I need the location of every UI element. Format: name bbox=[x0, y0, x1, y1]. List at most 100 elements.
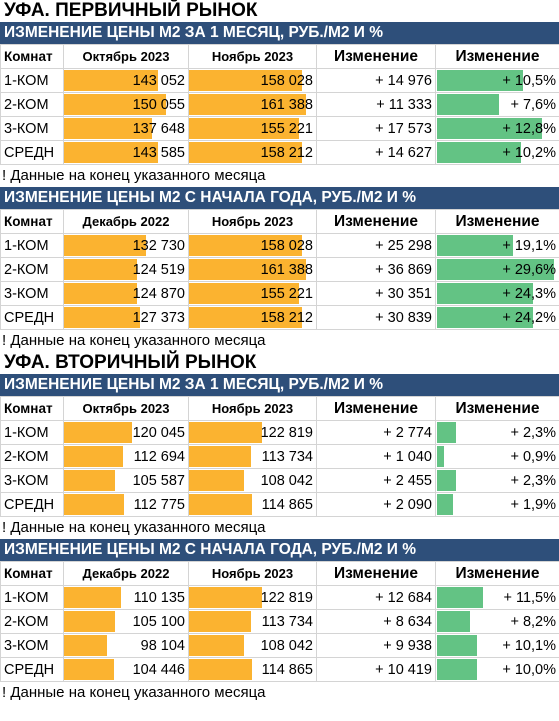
table-header-row: Комнат Октябрь 2023 Ноябрь 2023 Изменени… bbox=[0, 396, 559, 421]
price-period-a-cell: 132 730 bbox=[63, 233, 189, 258]
price-data-bar bbox=[189, 494, 253, 515]
room-type-cell: 1-КОМ bbox=[0, 233, 64, 258]
price-period-b-cell: 113 734 bbox=[188, 444, 317, 469]
table-row: 3-КОМ 137 648 155 221 + 17 573 + 12,8% bbox=[0, 116, 559, 141]
column-header-change-abs: Изменение bbox=[316, 561, 436, 586]
table-row: 2-КОМ 112 694 113 734 + 1 040 + 0,9% bbox=[0, 444, 559, 469]
room-type-cell: 2-КОМ bbox=[0, 257, 64, 282]
table-row: 1-КОМ 110 135 122 819 + 12 684 + 11,5% bbox=[0, 585, 559, 610]
price-value: 158 212 bbox=[260, 309, 313, 326]
change-pct-cell: + 2,3% bbox=[435, 468, 559, 493]
table-header-row: Комнат Декабрь 2022 Ноябрь 2023 Изменени… bbox=[0, 561, 559, 586]
table-row: 3-КОМ 124 870 155 221 + 30 351 + 24,3% bbox=[0, 281, 559, 306]
room-type-cell: 2-КОМ bbox=[0, 92, 64, 117]
section-secondary-monthly: ИЗМЕНЕНИЕ ЦЕНЫ М2 ЗА 1 МЕСЯЦ, РУБ./М2 И … bbox=[0, 374, 559, 539]
price-value: 104 446 bbox=[132, 661, 185, 678]
price-data-bar bbox=[189, 259, 307, 280]
change-data-bar bbox=[437, 94, 500, 115]
column-header-period-b: Ноябрь 2023 bbox=[188, 209, 317, 234]
column-header-change-pct: Изменение bbox=[435, 561, 559, 586]
price-value: 122 819 bbox=[260, 589, 313, 606]
column-header-period-b: Ноябрь 2023 bbox=[188, 561, 317, 586]
change-pct-cell: + 10,0% bbox=[435, 657, 559, 682]
price-period-a-cell: 124 870 bbox=[63, 281, 189, 306]
price-data-bar bbox=[64, 283, 138, 304]
room-type-cell: 2-КОМ bbox=[0, 609, 64, 634]
change-pct-cell: + 29,6% bbox=[435, 257, 559, 282]
price-data-bar bbox=[189, 422, 262, 443]
section-primary-monthly: ИЗМЕНЕНИЕ ЦЕНЫ М2 ЗА 1 МЕСЯЦ, РУБ./М2 И … bbox=[0, 22, 559, 187]
change-pct-value: + 10,0% bbox=[502, 661, 556, 678]
market-title-secondary: УФА. ВТОРИЧНЫЙ РЫНОК bbox=[0, 352, 559, 374]
change-data-bar bbox=[437, 470, 456, 491]
price-data-bar bbox=[189, 587, 262, 608]
room-type-cell: 3-КОМ bbox=[0, 633, 64, 658]
column-header-rooms: Комнат bbox=[0, 209, 64, 234]
change-data-bar bbox=[437, 635, 478, 656]
footnote: ! Данные на конец указанного месяца bbox=[2, 519, 266, 536]
price-period-a-cell: 137 648 bbox=[63, 116, 189, 141]
change-pct-value: + 1,9% bbox=[510, 496, 556, 513]
change-pct-value: + 7,6% bbox=[510, 96, 556, 113]
section-primary-ytd: ИЗМЕНЕНИЕ ЦЕНЫ М2 С НАЧАЛА ГОДА, РУБ./М2… bbox=[0, 187, 559, 352]
price-data-bar bbox=[189, 470, 245, 491]
price-value: 122 819 bbox=[260, 424, 313, 441]
room-type-cell: 1-КОМ bbox=[0, 585, 64, 610]
price-value: 137 648 bbox=[132, 120, 185, 137]
table-row: 2-КОМ 150 055 161 388 + 11 333 + 7,6% bbox=[0, 92, 559, 117]
price-value: 110 135 bbox=[133, 589, 185, 606]
price-value: 114 865 bbox=[261, 661, 313, 678]
price-data-bar bbox=[64, 494, 124, 515]
price-period-a-cell: 143 052 bbox=[63, 68, 189, 93]
price-value: 112 694 bbox=[133, 448, 185, 465]
change-data-bar bbox=[437, 70, 524, 91]
column-header-change-abs: Изменение bbox=[316, 44, 436, 69]
column-header-change-abs: Изменение bbox=[316, 209, 436, 234]
price-value: 124 519 bbox=[132, 261, 185, 278]
change-pct-value: + 10,5% bbox=[502, 72, 556, 89]
room-type-cell: 2-КОМ bbox=[0, 444, 64, 469]
table-row: СРЕДН 104 446 114 865 + 10 419 + 10,0% bbox=[0, 657, 559, 682]
change-pct-value: + 11,5% bbox=[503, 589, 556, 606]
price-value: 158 028 bbox=[260, 237, 313, 254]
change-pct-value: + 2,3% bbox=[510, 472, 556, 489]
change-pct-value: + 12,8% bbox=[502, 120, 556, 137]
price-table: Комнат Декабрь 2022 Ноябрь 2023 Изменени… bbox=[0, 209, 559, 330]
change-pct-value: + 0,9% bbox=[510, 448, 556, 465]
column-header-change-abs: Изменение bbox=[316, 396, 436, 421]
change-pct-cell: + 12,8% bbox=[435, 116, 559, 141]
price-data-bar bbox=[189, 283, 299, 304]
room-type-cell: СРЕДН bbox=[0, 657, 64, 682]
price-period-a-cell: 105 100 bbox=[63, 609, 189, 634]
room-type-cell: 3-КОМ bbox=[0, 116, 64, 141]
room-type-cell: 1-КОМ bbox=[0, 68, 64, 93]
room-type-cell: 3-КОМ bbox=[0, 281, 64, 306]
table-row: СРЕДН 127 373 158 212 + 30 839 + 24,2% bbox=[0, 305, 559, 330]
change-pct-cell: + 10,5% bbox=[435, 68, 559, 93]
price-value: 113 734 bbox=[261, 613, 313, 630]
price-data-bar bbox=[64, 659, 115, 680]
price-value: 132 730 bbox=[132, 237, 185, 254]
price-period-a-cell: 124 519 bbox=[63, 257, 189, 282]
change-pct-cell: + 0,9% bbox=[435, 444, 559, 469]
price-period-b-cell: 114 865 bbox=[188, 492, 317, 517]
column-header-change-pct: Изменение bbox=[435, 396, 559, 421]
price-period-b-cell: 161 388 bbox=[188, 92, 317, 117]
price-period-a-cell: 127 373 bbox=[63, 305, 189, 330]
table-header-row: Комнат Октябрь 2023 Ноябрь 2023 Изменени… bbox=[0, 44, 559, 69]
change-pct-cell: + 8,2% bbox=[435, 609, 559, 634]
change-pct-cell: + 2,3% bbox=[435, 420, 559, 445]
change-pct-cell: + 24,2% bbox=[435, 305, 559, 330]
change-pct-cell: + 19,1% bbox=[435, 233, 559, 258]
table-row: СРЕДН 112 775 114 865 + 2 090 + 1,9% bbox=[0, 492, 559, 517]
column-header-period-a: Октябрь 2023 bbox=[63, 396, 189, 421]
change-abs-cell: + 8 634 bbox=[316, 609, 436, 634]
price-table: Комнат Декабрь 2022 Ноябрь 2023 Изменени… bbox=[0, 561, 559, 682]
column-header-period-b: Ноябрь 2023 bbox=[188, 44, 317, 69]
change-abs-cell: + 9 938 bbox=[316, 633, 436, 658]
change-data-bar bbox=[437, 142, 521, 163]
price-period-a-cell: 112 694 bbox=[63, 444, 189, 469]
change-pct-value: + 2,3% bbox=[510, 424, 556, 441]
change-data-bar bbox=[437, 118, 542, 139]
